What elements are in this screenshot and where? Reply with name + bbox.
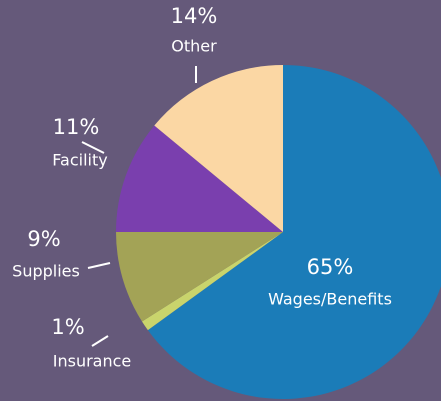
value-label: 1% — [51, 315, 84, 339]
value-label: 14% — [171, 4, 218, 28]
category-label: Supplies — [12, 262, 80, 281]
pie-slice — [116, 232, 283, 322]
value-label: 11% — [53, 115, 100, 139]
pie — [116, 65, 441, 399]
pie-slice — [147, 65, 441, 399]
category-label: Other — [171, 37, 217, 56]
category-label: Insurance — [53, 352, 132, 371]
category-label: Wages/Benefits — [268, 290, 392, 309]
pie-slice — [154, 65, 283, 232]
value-label: 9% — [27, 227, 60, 251]
category-label: Facility — [52, 151, 107, 170]
leader-line — [81, 141, 105, 154]
leader-line — [91, 335, 109, 347]
value-label: 65% — [307, 255, 354, 279]
pie-slice — [116, 125, 283, 232]
leader-line — [87, 262, 111, 269]
pie-slice — [141, 232, 283, 331]
